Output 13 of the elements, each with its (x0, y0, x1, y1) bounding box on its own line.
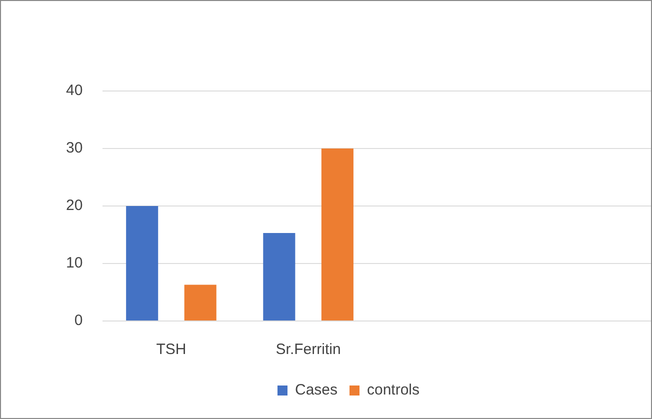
bar (321, 148, 354, 320)
x-tick-label: TSH (156, 341, 186, 358)
y-tick-label: 40 (66, 82, 83, 100)
bar (184, 284, 216, 320)
y-tick-label: 0 (74, 312, 83, 330)
bar (263, 233, 296, 320)
legend-label: Cases (294, 382, 338, 399)
y-tick-label: 30 (66, 140, 83, 157)
legend-label: controls (367, 382, 420, 399)
y-tick-label: 10 (66, 254, 83, 272)
y-tick-label: 20 (66, 197, 83, 214)
x-tick-label: Sr.Ferritin (276, 341, 341, 358)
bar (126, 206, 158, 320)
